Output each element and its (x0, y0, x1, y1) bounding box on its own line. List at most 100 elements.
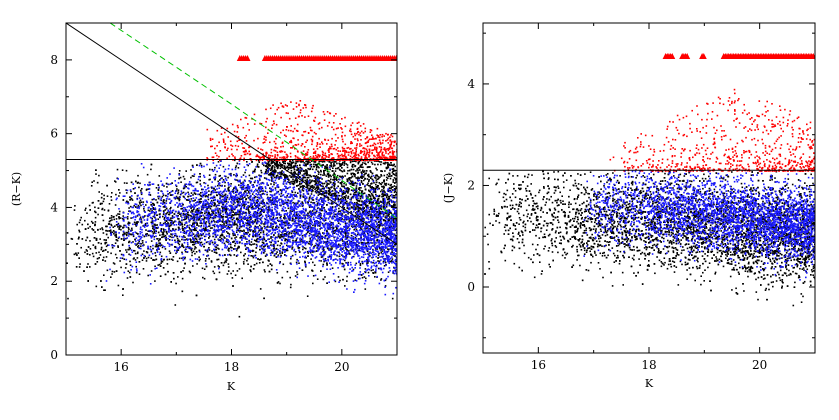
data-point (143, 244, 145, 246)
data-point (307, 255, 309, 257)
data-point (263, 297, 265, 300)
data-point (137, 244, 140, 247)
data-point (211, 168, 213, 171)
data-point (118, 189, 120, 191)
data-point (196, 164, 198, 166)
data-point (300, 170, 302, 172)
data-point (343, 268, 346, 271)
data-point (262, 230, 265, 232)
data-point (295, 261, 298, 264)
data-point (260, 231, 262, 234)
data-point (310, 166, 313, 168)
data-point (208, 237, 210, 239)
data-point (261, 209, 263, 212)
data-point (225, 208, 227, 210)
data-point (298, 251, 301, 253)
data-point (195, 221, 198, 224)
data-point (98, 251, 100, 254)
data-point (353, 202, 356, 204)
data-point (162, 259, 165, 261)
data-point (249, 218, 252, 221)
data-point (378, 210, 381, 212)
data-point (294, 202, 296, 205)
data-point (221, 207, 224, 209)
data-point (322, 232, 324, 234)
data-point (141, 259, 144, 261)
data-point (180, 208, 182, 210)
data-point (236, 270, 239, 272)
data-point (371, 178, 374, 181)
data-point (287, 178, 290, 180)
data-point (249, 224, 251, 226)
data-point (90, 185, 93, 187)
data-point (267, 161, 270, 164)
data-point (273, 183, 275, 186)
data-point (102, 219, 105, 222)
data-point (204, 226, 207, 229)
data-point (275, 247, 278, 250)
data-point (323, 207, 325, 209)
data-point (239, 229, 242, 232)
data-point (261, 227, 263, 229)
data-point (230, 196, 233, 199)
data-point (387, 175, 390, 177)
data-point (380, 208, 383, 211)
data-point (94, 206, 96, 209)
data-point (137, 242, 140, 244)
data-point (243, 254, 245, 257)
data-point (150, 221, 153, 224)
data-point (380, 278, 383, 280)
data-point (360, 204, 363, 206)
data-point (299, 180, 301, 183)
data-point (384, 279, 387, 282)
data-point (268, 163, 271, 166)
data-point (350, 197, 353, 199)
data-point (373, 234, 376, 236)
data-point (225, 224, 227, 227)
data-point (254, 218, 257, 221)
data-point (224, 198, 226, 200)
data-point (250, 241, 253, 243)
data-point (149, 184, 151, 186)
data-point (279, 282, 281, 285)
data-point (315, 166, 318, 169)
data-point (312, 261, 314, 264)
data-point (228, 220, 230, 222)
data-point (324, 192, 326, 194)
data-point (296, 258, 298, 261)
data-point (170, 281, 172, 283)
data-point (185, 217, 188, 220)
data-point (368, 179, 370, 181)
data-point (308, 182, 311, 185)
data-point (210, 220, 213, 223)
data-point (141, 240, 144, 242)
data-point (383, 180, 385, 182)
data-point (127, 231, 129, 234)
data-point (294, 164, 297, 167)
data-point (354, 233, 356, 235)
data-point (340, 202, 342, 204)
data-point (284, 177, 286, 180)
data-point (310, 193, 313, 195)
data-point (253, 239, 256, 242)
data-point (362, 210, 364, 213)
data-point (376, 229, 379, 232)
data-point (327, 176, 330, 178)
data-point (336, 179, 338, 181)
data-point (347, 261, 349, 264)
data-point (301, 201, 303, 203)
data-point (270, 268, 273, 271)
data-point (279, 244, 281, 247)
data-point (127, 201, 129, 203)
data-point (258, 161, 260, 163)
data-point (156, 238, 158, 240)
data-point (253, 169, 256, 172)
data-point (364, 242, 367, 245)
data-point (120, 225, 122, 228)
data-point (368, 200, 371, 202)
data-point (105, 241, 108, 244)
data-point (204, 260, 207, 262)
data-point (246, 189, 248, 191)
data-point (323, 170, 325, 173)
data-point (278, 176, 280, 178)
